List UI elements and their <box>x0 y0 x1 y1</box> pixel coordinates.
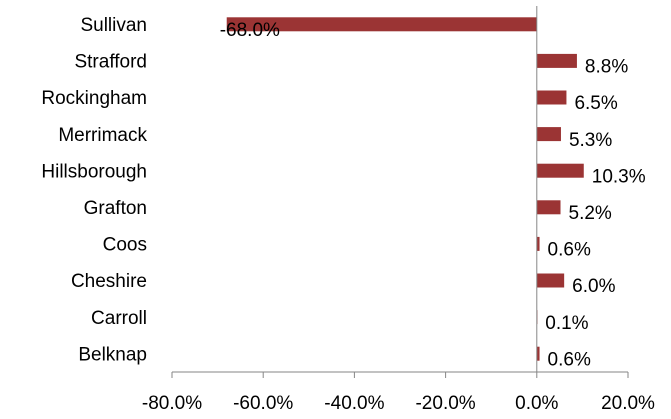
data-label: 10.3% <box>592 166 646 187</box>
x-tick-label: -60.0% <box>233 393 293 414</box>
x-tick-label: -80.0% <box>142 393 202 414</box>
data-label: 5.2% <box>569 203 612 224</box>
category-label: Merrimack <box>58 125 147 146</box>
data-label: 0.6% <box>548 240 591 261</box>
bar-sullivan <box>226 17 537 32</box>
category-label: Strafford <box>74 52 147 73</box>
data-label: -68.0% <box>220 20 280 41</box>
bar-strafford <box>536 53 577 68</box>
data-labels: -68.0% 8.8% 6.5% 5.3% 10.3% 5.2% 0.6% 6.0% 0.1% 0… <box>220 20 646 370</box>
data-label: 5.3% <box>569 130 612 151</box>
x-tick-label: -20.0% <box>415 393 475 414</box>
category-label: Belknap <box>78 344 147 365</box>
data-label: 0.1% <box>545 313 588 334</box>
x-tick-label: 20.0% <box>601 393 655 414</box>
x-axis-ticks: -80.0% -60.0% -40.0% -20.0% 0.0% 20.0% <box>142 372 655 414</box>
bar-hillsborough <box>536 163 584 178</box>
category-labels: Sullivan Strafford Rockingham Merrimack Hill… <box>41 15 147 365</box>
bar-cheshire <box>536 273 565 288</box>
bar-merrimack <box>536 127 561 142</box>
category-label: Cheshire <box>71 271 147 292</box>
category-label: Carroll <box>91 308 147 329</box>
category-label: Sullivan <box>80 15 147 36</box>
bar-grafton <box>536 200 561 215</box>
data-label: 6.0% <box>572 276 615 297</box>
x-tick-label: 0.0% <box>515 393 558 414</box>
data-label: 8.8% <box>585 57 628 78</box>
bar-coos <box>536 236 540 251</box>
category-label: Coos <box>103 235 147 256</box>
data-label: 6.5% <box>574 93 617 114</box>
bar-belknap <box>536 346 540 361</box>
category-label: Grafton <box>84 198 147 219</box>
bar-rockingham <box>536 90 567 105</box>
category-label: Hillsborough <box>41 161 147 182</box>
x-tick-label: -40.0% <box>324 393 384 414</box>
bars-layer <box>226 17 584 361</box>
category-label: Rockingham <box>41 88 147 109</box>
axes <box>172 6 628 373</box>
data-label: 0.6% <box>548 349 591 370</box>
